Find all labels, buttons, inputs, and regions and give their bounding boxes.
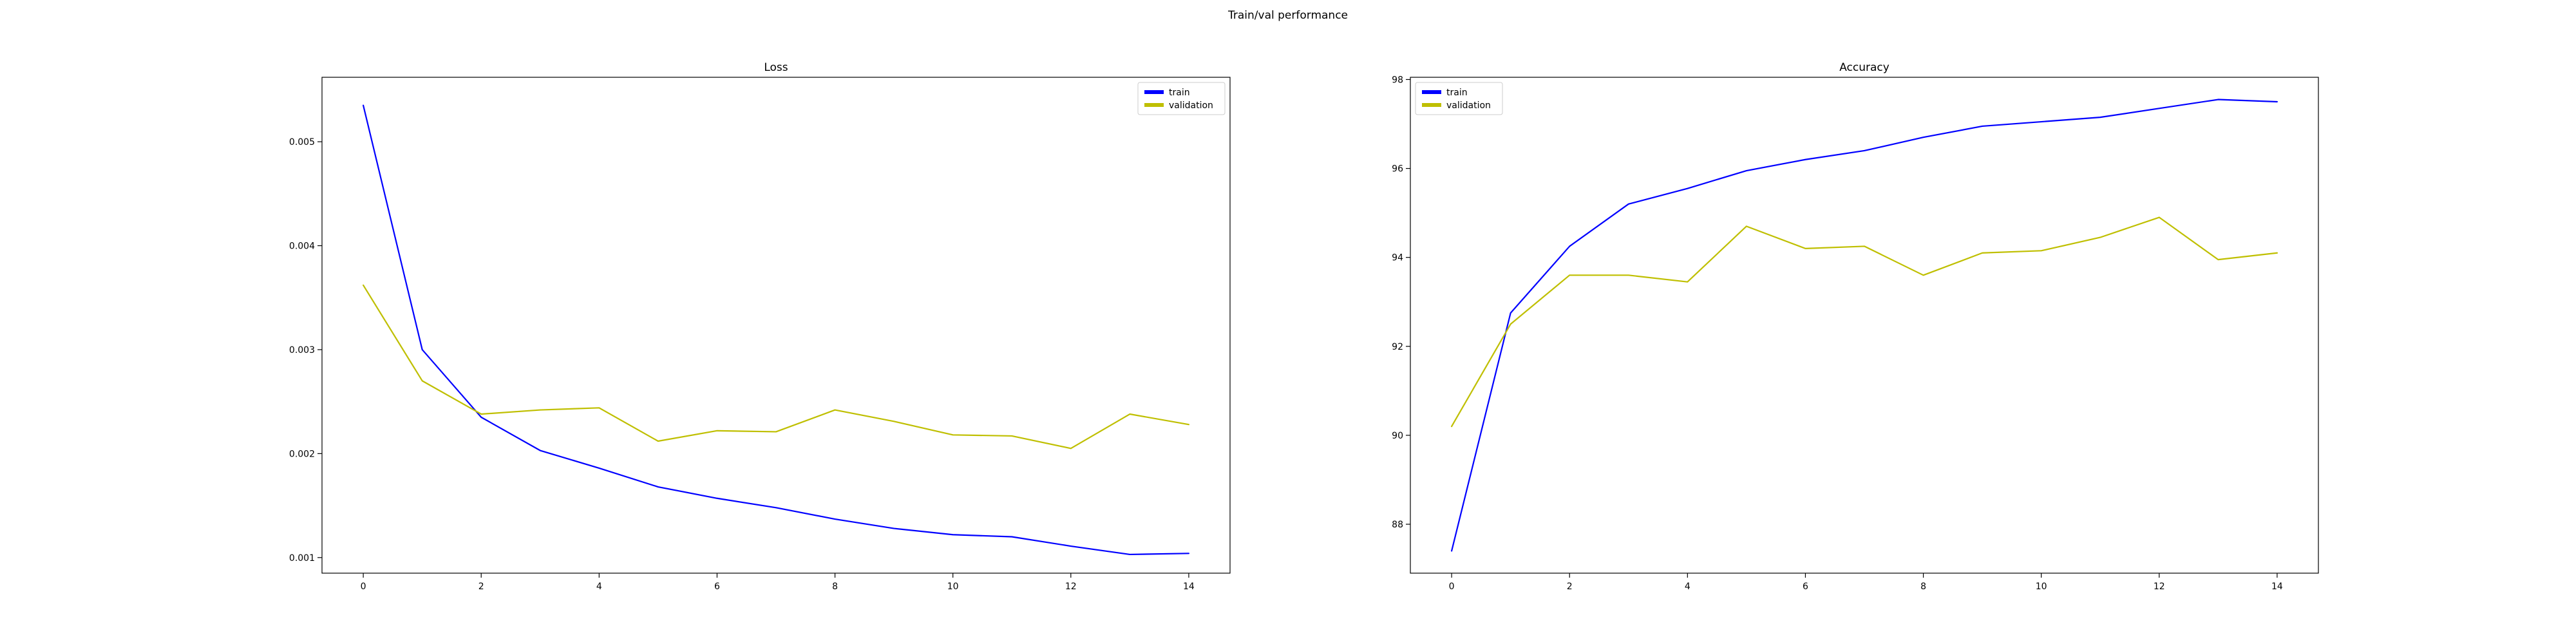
accuracy-y-tick-label: 96 — [1392, 164, 1403, 175]
accuracy-x-tick-label: 6 — [1803, 582, 1808, 592]
accuracy-chart-title: Accuracy — [1839, 61, 1889, 74]
accuracy-x-tick-label: 8 — [1920, 582, 1926, 592]
accuracy-train-line — [1450, 99, 2278, 552]
loss-axes-frame — [321, 77, 1231, 574]
loss-y-tick-label: 0.005 — [289, 137, 315, 147]
accuracy-x-tick-label: 0 — [1449, 582, 1455, 592]
accuracy-chart: Accuracy 0 2 4 6 8 10 12 14 88 90 92 94 96 98 train vali… — [1392, 61, 2319, 592]
loss-x-tick-label: 0 — [361, 582, 366, 592]
loss-x-tick-label: 10 — [947, 582, 959, 592]
loss-y-tick-label: 0.001 — [289, 553, 315, 564]
accuracy-y-tick-label: 98 — [1392, 75, 1403, 85]
accuracy-x-tick-label: 2 — [1567, 582, 1573, 592]
accuracy-legend-label-validation: validation — [1446, 100, 1491, 111]
accuracy-axes-frame — [1410, 77, 2319, 574]
loss-x-tick-label: 8 — [832, 582, 838, 592]
loss-y-tick-label: 0.003 — [289, 345, 315, 355]
figure-title: Train/val performance — [1228, 9, 1348, 22]
loss-y-tick-label: 0.004 — [289, 242, 315, 252]
accuracy-y-tick-label: 94 — [1392, 253, 1403, 263]
accuracy-validation-line — [1450, 216, 2278, 428]
loss-x-tick-label: 12 — [1065, 582, 1077, 592]
accuracy-legend: train validation — [1415, 82, 1503, 115]
accuracy-x-tick-label: 4 — [1685, 582, 1690, 592]
accuracy-legend-label-train: train — [1446, 88, 1468, 98]
loss-train-line — [362, 104, 1190, 556]
accuracy-y-tick-label: 92 — [1392, 342, 1403, 352]
accuracy-y-tick-label: 90 — [1392, 431, 1403, 441]
loss-legend-label-validation: validation — [1169, 100, 1213, 111]
accuracy-x-tick-label: 14 — [2271, 582, 2283, 592]
loss-x-tick-label: 4 — [596, 582, 602, 592]
loss-validation-line — [362, 284, 1190, 450]
loss-legend-label-train: train — [1169, 88, 1190, 98]
loss-x-tick-label: 2 — [478, 582, 484, 592]
loss-chart-title: Loss — [764, 61, 788, 74]
accuracy-x-tick-label: 10 — [2036, 582, 2047, 592]
loss-legend: train validation — [1137, 82, 1226, 115]
loss-x-tick-label: 14 — [1183, 582, 1195, 592]
loss-x-tick-label: 6 — [714, 582, 720, 592]
accuracy-y-tick-label: 88 — [1392, 520, 1403, 530]
loss-y-tick-label: 0.002 — [289, 449, 315, 459]
loss-chart: Loss 0 2 4 6 8 10 12 14 0.001 0.002 0.003 0.004 0.005… — [289, 61, 1231, 592]
accuracy-x-tick-label: 12 — [2154, 582, 2165, 592]
